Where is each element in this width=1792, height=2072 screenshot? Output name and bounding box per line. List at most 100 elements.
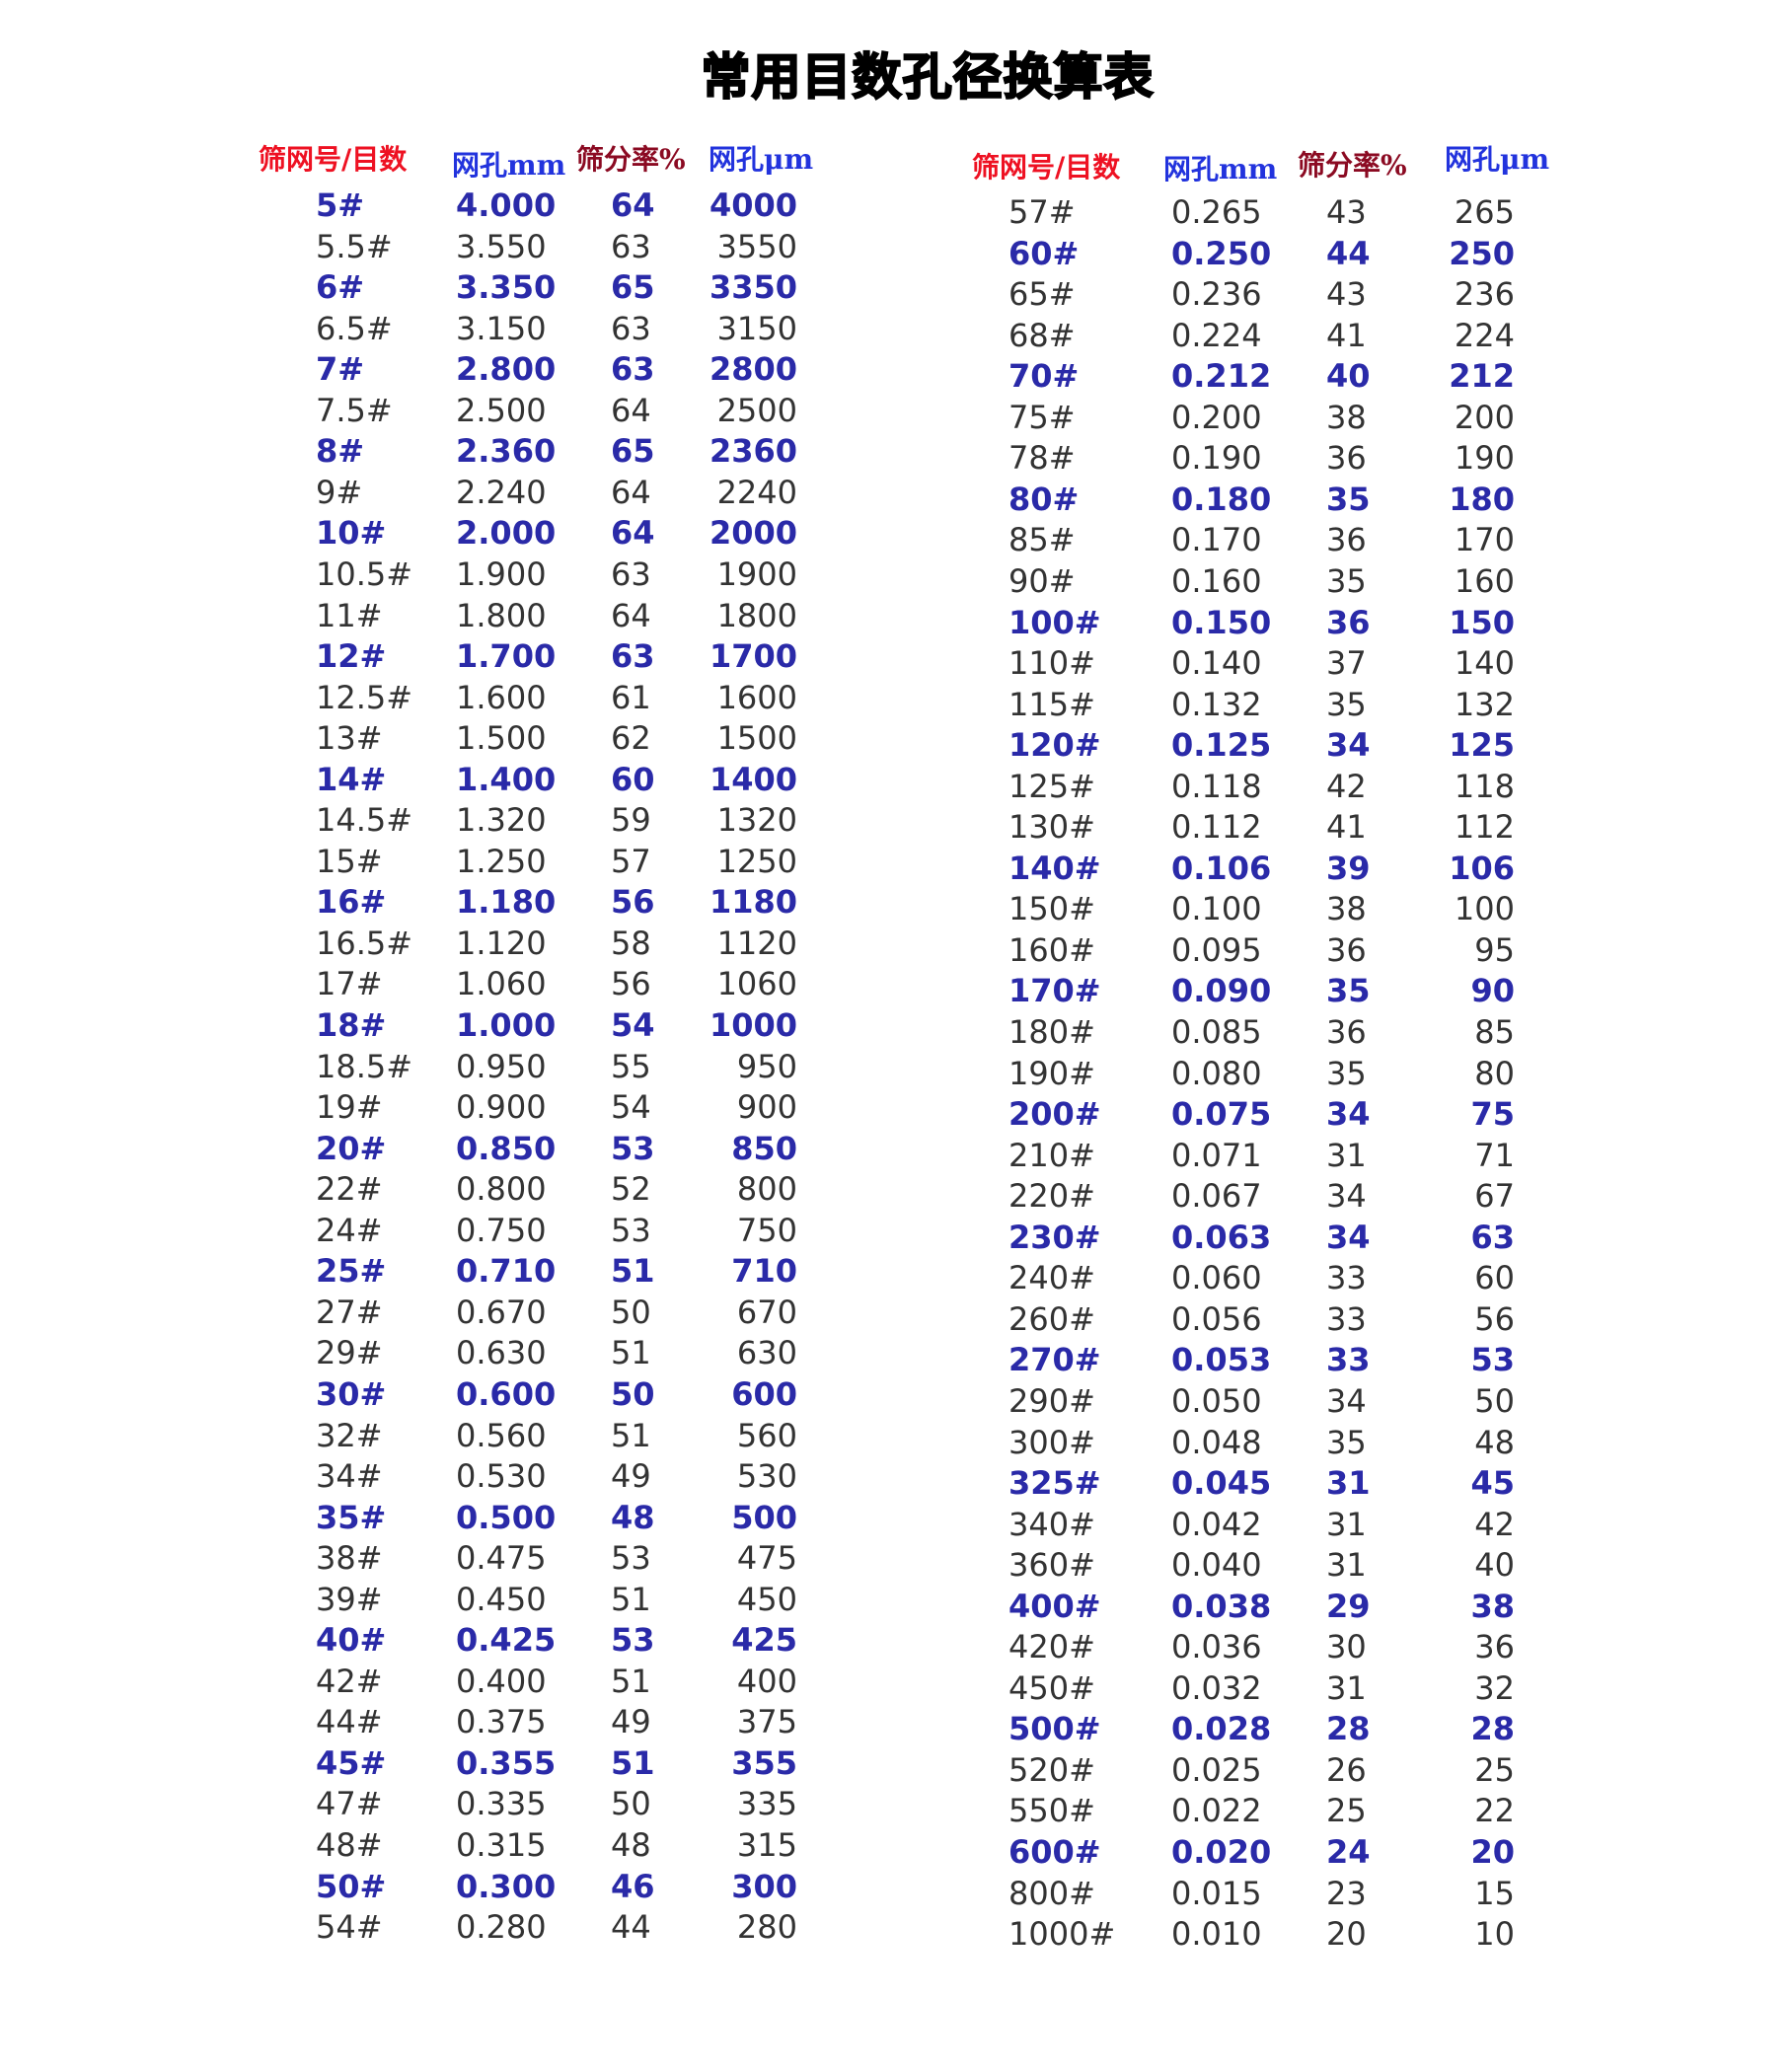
aperture-mm-cell: 1.500 (456, 719, 547, 758)
aperture-um-cell: 38 (1470, 1587, 1515, 1625)
mesh-cell: 78# (1008, 439, 1076, 478)
aperture-um-cell: 22 (1474, 1792, 1515, 1830)
rate-cell: 63 (611, 637, 655, 676)
table-row: 27# 0.670 50 670 (0, 1294, 1792, 1334)
aperture-um-cell: 42 (1474, 1505, 1515, 1543)
aperture-um-cell: 190 (1454, 439, 1515, 478)
aperture-um-cell: 106 (1449, 849, 1515, 887)
aperture-um-cell: 160 (1454, 561, 1515, 600)
rate-cell: 36 (1326, 1013, 1367, 1051)
table-row: 420# 0.036 30 36 (0, 1628, 1792, 1668)
rate-cell: 50 (611, 1785, 651, 1823)
aperture-um-cell: 1000 (709, 1006, 797, 1044)
mesh-cell: 500# (1008, 1710, 1101, 1748)
aperture-um-cell: 300 (731, 1867, 797, 1905)
mesh-cell: 18# (316, 1006, 387, 1044)
mesh-cell: 25# (316, 1252, 387, 1291)
rate-cell: 35 (1326, 1054, 1367, 1092)
mesh-cell: 115# (1008, 685, 1095, 723)
mesh-cell: 550# (1008, 1792, 1095, 1830)
rate-cell: 48 (611, 1826, 651, 1864)
rate-cell: 36 (1326, 930, 1367, 969)
aperture-mm-cell: 0.180 (1171, 480, 1272, 518)
mesh-cell: 130# (1008, 808, 1095, 847)
aperture-mm-cell: 0.315 (456, 1826, 547, 1864)
aperture-um-cell: 1250 (716, 842, 797, 880)
mesh-cell: 16.5# (316, 924, 413, 962)
aperture-mm-cell: 1.400 (456, 760, 557, 798)
table-row: 8# 2.360 65 2360 (0, 432, 1792, 473)
mesh-cell: 150# (1008, 890, 1095, 928)
table-row: 10# 2.000 64 2000 (0, 514, 1792, 555)
aperture-um-cell: 3550 (716, 227, 797, 265)
aperture-mm-cell: 0.500 (456, 1498, 557, 1536)
rate-cell: 29 (1326, 1587, 1371, 1625)
rate-cell: 41 (1326, 316, 1367, 354)
rate-cell: 63 (611, 350, 655, 389)
aperture-um-cell: 150 (1449, 603, 1515, 641)
aperture-mm-cell: 0.112 (1171, 808, 1262, 847)
rate-cell: 64 (611, 186, 655, 224)
aperture-um-cell: 2240 (716, 473, 797, 511)
aperture-um-cell: 67 (1474, 1177, 1515, 1216)
aperture-mm-cell: 1.600 (456, 678, 547, 716)
rate-cell: 63 (611, 309, 651, 347)
aperture-mm-cell: 0.048 (1171, 1423, 1262, 1461)
table-row: 50# 0.300 46 300 (0, 1868, 1792, 1908)
rate-cell: 57 (611, 842, 651, 880)
rate-cell: 54 (611, 1088, 651, 1127)
aperture-mm-cell: 0.050 (1171, 1381, 1262, 1420)
table-row: 6.5# 3.150 63 3150 (0, 310, 1792, 350)
aperture-um-cell: 500 (731, 1498, 797, 1536)
aperture-mm-cell: 0.020 (1171, 1833, 1272, 1871)
rate-cell: 50 (611, 1374, 655, 1413)
table-row: 45# 0.355 51 355 (0, 1744, 1792, 1785)
aperture-um-cell: 750 (736, 1211, 797, 1249)
aperture-um-cell: 2500 (716, 391, 797, 429)
aperture-um-cell: 118 (1454, 767, 1515, 805)
mesh-cell: 220# (1008, 1177, 1095, 1216)
aperture-um-cell: 950 (736, 1047, 797, 1085)
table-row: 39# 0.450 51 450 (0, 1581, 1792, 1621)
aperture-mm-cell: 1.060 (456, 965, 547, 1003)
mesh-cell: 5.5# (316, 227, 393, 265)
table-row: 48# 0.315 48 315 (0, 1826, 1792, 1867)
table-row: 10.5# 1.900 63 1900 (0, 555, 1792, 596)
mesh-cell: 16# (316, 883, 387, 922)
aperture-mm-cell: 0.600 (456, 1374, 557, 1413)
aperture-um-cell: 224 (1454, 316, 1515, 354)
mesh-cell: 180# (1008, 1013, 1095, 1051)
aperture-um-cell: 1060 (716, 965, 797, 1003)
mesh-cell: 48# (316, 1826, 383, 1864)
rate-cell: 51 (611, 1580, 651, 1618)
left-header-aperture-um: 网孔μm (709, 143, 814, 176)
mesh-cell: 17# (316, 965, 383, 1003)
aperture-um-cell: 48 (1474, 1423, 1515, 1461)
rate-cell: 34 (1326, 1381, 1367, 1420)
mesh-cell: 15# (316, 842, 383, 880)
aperture-um-cell: 63 (1470, 1218, 1515, 1256)
table-row: 22# 0.800 52 800 (0, 1170, 1792, 1211)
aperture-um-cell: 630 (736, 1334, 797, 1372)
rate-cell: 49 (611, 1703, 651, 1741)
aperture-um-cell: 1600 (716, 678, 797, 716)
rate-cell: 31 (1326, 1464, 1371, 1503)
aperture-mm-cell: 0.425 (456, 1621, 557, 1660)
mesh-cell: 42# (316, 1662, 383, 1700)
aperture-mm-cell: 0.212 (1171, 357, 1272, 396)
rate-cell: 44 (611, 1908, 651, 1947)
rate-cell: 50 (611, 1293, 651, 1331)
aperture-mm-cell: 3.350 (456, 268, 557, 307)
table-row: 290# 0.050 34 50 (0, 1382, 1792, 1423)
aperture-mm-cell: 0.400 (456, 1662, 547, 1700)
rate-cell: 35 (1326, 972, 1371, 1010)
mesh-cell: 70# (1008, 357, 1080, 396)
rate-cell: 43 (1326, 193, 1367, 231)
mesh-cell: 325# (1008, 1464, 1101, 1503)
aperture-mm-cell: 0.530 (456, 1457, 547, 1496)
right-header-mesh: 筛网号/目数 (972, 151, 1121, 184)
aperture-um-cell: 1700 (709, 637, 797, 676)
aperture-um-cell: 85 (1474, 1013, 1515, 1051)
table-row: 450# 0.032 31 32 (0, 1669, 1792, 1710)
aperture-mm-cell: 0.710 (456, 1252, 557, 1291)
